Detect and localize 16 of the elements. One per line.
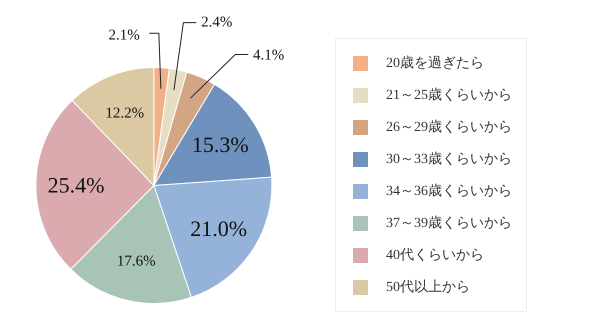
data-label: 2.1%: [108, 28, 140, 44]
data-label: 12.2%: [105, 105, 144, 122]
legend-label: 50代以上から: [386, 278, 470, 296]
data-label: 15.3%: [192, 132, 249, 158]
legend-label: 30～33歳くらいから: [386, 150, 512, 168]
legend-label: 40代くらいから: [386, 247, 484, 264]
data-label: 21.0%: [190, 216, 248, 242]
legend-label: 26～29歳くらいから: [386, 118, 512, 136]
data-label: 4.1%: [253, 48, 284, 64]
data-label: 17.6%: [116, 253, 156, 270]
legend-label: 20歳を過ぎたら: [386, 54, 484, 72]
legend-label: 37～39歳くらいから: [386, 214, 512, 232]
legend-label: 21～25歳くらいから: [386, 86, 512, 104]
data-label: 25.4%: [48, 172, 104, 198]
legend-label: 34～36歳くらいから: [386, 182, 512, 200]
data-label: 2.4%: [201, 14, 232, 31]
